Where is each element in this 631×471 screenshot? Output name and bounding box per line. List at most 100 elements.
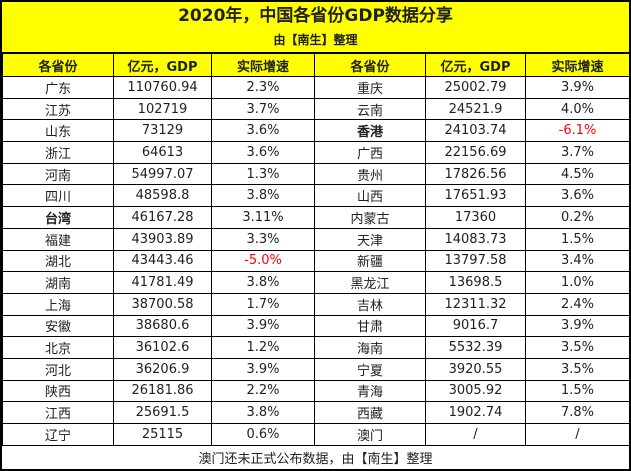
province-cell: 山东 (2, 119, 114, 143)
province-cell: 广西 (314, 141, 426, 164)
province-cell: 台湾 (2, 206, 114, 229)
growth-cell: 4.0% (525, 97, 629, 121)
table-row: 广东 110760.94 2.3% 重庆 25002.79 3.9% (2, 76, 629, 99)
table-footnote: 澳门还未正式公布数据，由【南生】整理 (2, 445, 629, 469)
table-row: 福建 43903.89 3.3% 天津 14083.73 1.5% (2, 227, 629, 251)
gdp-cell: 25691.5 (113, 401, 212, 424)
province-cell: 湖南 (2, 271, 114, 294)
province-cell: 香港 (314, 119, 426, 143)
growth-cell: 3.8% (211, 401, 315, 424)
column-header-growth-left: 实际增速 (211, 53, 315, 77)
province-cell: 安徽 (2, 314, 114, 338)
growth-cell: 3.9% (211, 357, 315, 381)
growth-cell: 1.3% (211, 162, 315, 186)
table-row: 江西 25691.5 3.8% 西藏 1902.74 7.8% (2, 401, 629, 424)
growth-cell: 1.5% (525, 227, 629, 251)
province-cell: 澳门 (314, 423, 426, 446)
growth-cell: 3.6% (525, 184, 629, 208)
gdp-cell: 102719 (113, 97, 212, 121)
table-row: 台湾 46167.28 3.11% 内蒙古 17360 0.2% (2, 206, 629, 229)
growth-cell: 3.8% (211, 184, 315, 208)
province-cell: 四川 (2, 184, 114, 208)
gdp-cell: 22156.69 (425, 141, 526, 164)
gdp-cell: 17360 (425, 206, 526, 229)
page-subtitle: 由【南生】整理 (273, 32, 358, 47)
table-body: 广东 110760.94 2.3% 重庆 25002.79 3.9% 江苏 102719 3.7… (2, 76, 629, 446)
table-row: 浙江 64613 3.6% 广西 22156.69 3.7% (2, 141, 629, 164)
table-row: 安徽 38680.6 3.9% 甘肃 9016.7 3.9% (2, 314, 629, 338)
gdp-cell: 3920.55 (425, 357, 526, 381)
growth-cell: 3.5% (525, 336, 629, 359)
column-header-growth-right: 实际增速 (525, 53, 629, 77)
province-cell: 山西 (314, 184, 426, 208)
province-cell: 福建 (2, 227, 114, 251)
province-cell: 浙江 (2, 141, 114, 164)
gdp-cell: 1902.74 (425, 401, 526, 424)
growth-cell: 3.8% (211, 271, 315, 294)
growth-cell: 3.9% (525, 76, 629, 99)
growth-cell: 3.6% (211, 119, 315, 143)
table-row: 辽宁 25115 0.6% 澳门 / / (2, 423, 629, 446)
province-cell: 重庆 (314, 76, 426, 99)
gdp-cell: 13797.58 (425, 249, 526, 273)
province-cell: 黑龙江 (314, 271, 426, 294)
table-row: 河北 36206.9 3.9% 宁夏 3920.55 3.5% (2, 357, 629, 381)
growth-cell: 2.3% (211, 76, 315, 99)
column-header-province-left: 各省份 (2, 53, 114, 77)
province-cell: 广东 (2, 76, 114, 99)
table-row: 河南 54997.07 1.3% 贵州 17826.56 4.5% (2, 162, 629, 186)
province-cell: 湖北 (2, 249, 114, 273)
growth-cell: 7.8% (525, 401, 629, 424)
growth-cell: 2.2% (211, 379, 315, 403)
growth-cell: 4.5% (525, 162, 629, 186)
growth-cell: 3.7% (211, 97, 315, 121)
table-row: 江苏 102719 3.7% 云南 24521.9 4.0% (2, 97, 629, 121)
table-row: 湖南 41781.49 3.8% 黑龙江 13698.5 1.0% (2, 271, 629, 294)
gdp-cell: 17651.93 (425, 184, 526, 208)
province-cell: 贵州 (314, 162, 426, 186)
column-header-province-right: 各省份 (314, 53, 426, 77)
province-cell: 西藏 (314, 401, 426, 424)
province-cell: 北京 (2, 336, 114, 359)
growth-cell: / (525, 423, 629, 446)
province-cell: 陕西 (2, 379, 114, 403)
growth-cell: 1.0% (525, 271, 629, 294)
column-header-gdp-left: 亿元，GDP (113, 53, 212, 77)
column-header-gdp-right: 亿元，GDP (425, 53, 526, 77)
province-cell: 江西 (2, 401, 114, 424)
growth-cell: 0.2% (525, 206, 629, 229)
growth-cell: 0.6% (211, 423, 315, 446)
gdp-cell: 43443.46 (113, 249, 212, 273)
gdp-cell: 36206.9 (113, 357, 212, 381)
gdp-cell: 38700.58 (113, 292, 212, 316)
table-header-row: 各省份 亿元，GDP 实际增速 各省份 亿元，GDP 实际增速 (2, 53, 629, 77)
gdp-cell: 14083.73 (425, 227, 526, 251)
province-cell: 河北 (2, 357, 114, 381)
gdp-cell: 12311.32 (425, 292, 526, 316)
table-row: 上海 38700.58 1.7% 吉林 12311.32 2.4% (2, 292, 629, 316)
province-cell: 新疆 (314, 249, 426, 273)
gdp-cell: 9016.7 (425, 314, 526, 338)
growth-cell: 3.3% (211, 227, 315, 251)
gdp-cell: 17826.56 (425, 162, 526, 186)
province-cell: 上海 (2, 292, 114, 316)
province-cell: 海南 (314, 336, 426, 359)
gdp-cell: 25115 (113, 423, 212, 446)
province-cell: 甘肃 (314, 314, 426, 338)
gdp-cell: 26181.86 (113, 379, 212, 403)
table-row: 四川 48598.8 3.8% 山西 17651.93 3.6% (2, 184, 629, 208)
gdp-cell: 24103.74 (425, 119, 526, 143)
growth-cell: -6.1% (525, 119, 629, 143)
gdp-cell: 3005.92 (425, 379, 526, 403)
growth-cell: 3.11% (211, 206, 315, 229)
province-cell: 青海 (314, 379, 426, 403)
table-row: 湖北 43443.46 -5.0% 新疆 13797.58 3.4% (2, 249, 629, 273)
title-band: 2020年，中国各省份GDP数据分享 由【南生】整理 (2, 2, 629, 53)
table-row: 北京 36102.6 1.2% 海南 5532.39 3.5% (2, 336, 629, 359)
gdp-cell: 43903.89 (113, 227, 212, 251)
table-row: 陕西 26181.86 2.2% 青海 3005.92 1.5% (2, 379, 629, 403)
province-cell: 内蒙古 (314, 206, 426, 229)
table-row: 山东 73129 3.6% 香港 24103.74 -6.1% (2, 119, 629, 143)
gdp-cell: 48598.8 (113, 184, 212, 208)
